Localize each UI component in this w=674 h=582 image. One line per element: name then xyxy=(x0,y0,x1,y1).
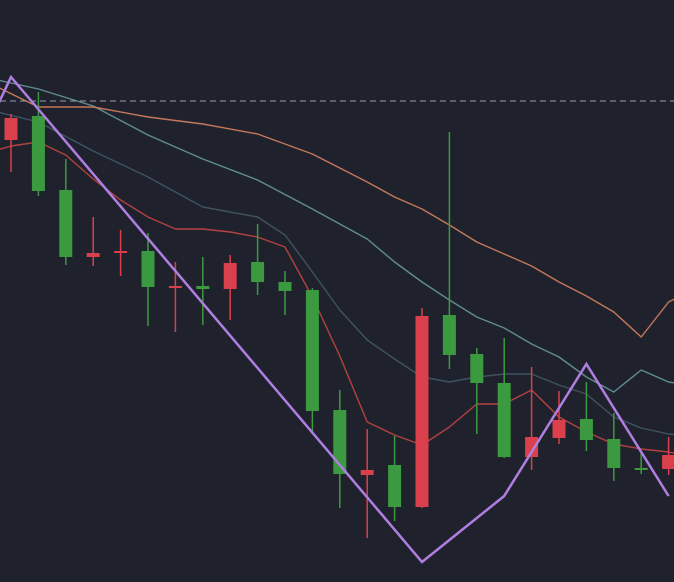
moving-average-line-ma-slow xyxy=(0,79,674,393)
candle xyxy=(114,230,128,276)
candle xyxy=(552,391,566,444)
candle-body xyxy=(525,437,539,457)
candle-body xyxy=(552,420,566,438)
candle xyxy=(196,257,210,325)
candle xyxy=(223,255,237,320)
candle xyxy=(305,288,319,432)
candle-body xyxy=(442,315,456,355)
candle xyxy=(634,451,648,474)
candle xyxy=(141,233,155,326)
candle-body xyxy=(662,455,674,469)
candle-body xyxy=(305,290,319,411)
candles xyxy=(4,92,674,538)
candle-body xyxy=(196,286,210,289)
candle-body xyxy=(415,316,429,507)
candle xyxy=(4,114,18,172)
candle-body xyxy=(223,263,237,289)
candle-body xyxy=(607,439,621,468)
candle xyxy=(59,159,73,265)
candle xyxy=(607,413,621,481)
candle xyxy=(579,382,593,451)
moving-average-line-ma-slowest xyxy=(0,87,674,338)
candle-body xyxy=(634,468,648,470)
candle xyxy=(360,429,374,538)
candle-body xyxy=(4,118,18,140)
candle-body xyxy=(278,282,292,291)
candle xyxy=(442,132,456,369)
candle-body xyxy=(251,262,265,282)
candle-body xyxy=(579,419,593,440)
candle xyxy=(251,224,265,295)
moving-average-line-ma-mid xyxy=(0,111,674,436)
candle xyxy=(333,390,347,508)
candle xyxy=(662,437,674,475)
candle-body xyxy=(86,253,100,257)
candle xyxy=(278,271,292,315)
zigzag-line xyxy=(0,74,670,564)
candle-body xyxy=(31,116,45,191)
candle-body xyxy=(388,465,402,507)
candle-body xyxy=(141,251,155,287)
candle-body xyxy=(470,354,484,383)
candle-body xyxy=(497,383,511,457)
candle xyxy=(168,262,182,332)
candle xyxy=(497,338,511,458)
candle-body xyxy=(333,410,347,474)
candle xyxy=(470,348,484,434)
candle-body xyxy=(360,470,374,475)
candle xyxy=(388,436,402,521)
candle-body xyxy=(168,286,182,288)
candle-body xyxy=(59,190,73,257)
candle-body xyxy=(114,251,128,253)
candle xyxy=(415,308,429,508)
zigzag-overlay xyxy=(0,74,670,564)
candle xyxy=(86,217,100,266)
